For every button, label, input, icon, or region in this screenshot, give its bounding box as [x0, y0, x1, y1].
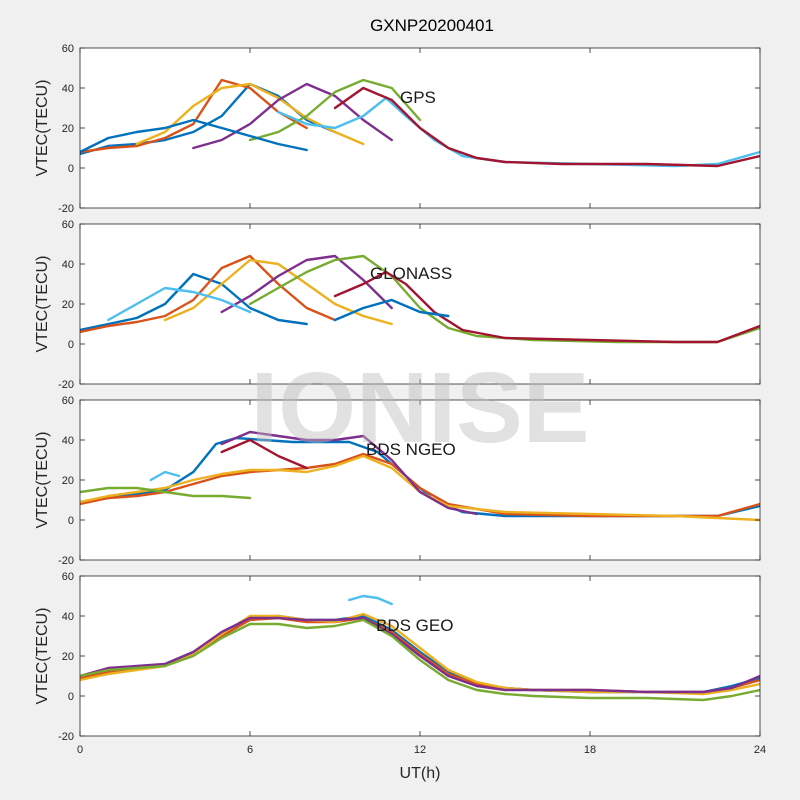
series-line: [220, 254, 393, 314]
y-tick-label: 0: [68, 515, 74, 527]
y-axis-label: VTEC(TECU): [34, 432, 51, 529]
panel-glonass: 60 40 20 0 -20 VTEC(TECU) GLONASS: [34, 219, 761, 391]
panel-label: GPS: [400, 88, 436, 107]
series-line: [107, 286, 252, 322]
series-line: [80, 454, 760, 522]
series-line: [333, 86, 760, 168]
panel-bds-ngeo: 60 40 20 0 -20 VTEC(TECU) BDS NGEO: [34, 395, 761, 567]
y-tick-label: 0: [68, 339, 74, 351]
series-group: [80, 254, 760, 344]
y-tick-label: -20: [58, 555, 74, 567]
series-line: [80, 118, 308, 154]
y-tick-label: 60: [62, 395, 74, 407]
series-line: [333, 298, 450, 322]
x-tick-label: 0: [77, 744, 83, 756]
y-tick-label: 40: [62, 435, 74, 447]
y-tick-label: 60: [62, 219, 74, 231]
y-tick-label: -20: [58, 203, 74, 215]
series-group: [80, 430, 760, 522]
y-tick-label: 40: [62, 611, 74, 623]
x-tick-label: 24: [754, 744, 766, 756]
series-line: [192, 82, 393, 150]
y-tick-label: 20: [62, 651, 74, 663]
series-line: [80, 618, 760, 702]
series-line: [80, 486, 252, 500]
series-line: [348, 594, 393, 606]
y-tick-label: 40: [62, 83, 74, 95]
series-line: [248, 78, 422, 142]
y-tick-label: 20: [62, 123, 74, 135]
y-tick-label: 40: [62, 259, 74, 271]
series-line: [80, 616, 760, 694]
series-line: [220, 430, 478, 516]
series-line: [277, 96, 760, 168]
x-tick-label: 6: [247, 744, 253, 756]
y-tick-label: -20: [58, 379, 74, 391]
series-group: [80, 594, 760, 702]
y-axis-label: VTEC(TECU): [34, 608, 51, 705]
series-group: [80, 78, 760, 168]
y-axis-label: VTEC(TECU): [34, 256, 51, 353]
y-tick-label: 0: [68, 163, 74, 175]
series-line: [149, 470, 181, 482]
y-tick-label: 20: [62, 475, 74, 487]
x-tick-label: 18: [584, 744, 596, 756]
series-line: [248, 254, 760, 344]
y-tick-label: 60: [62, 571, 74, 583]
x-tick-label: 12: [414, 744, 426, 756]
series-line: [80, 78, 308, 154]
panel-label: BDS NGEO: [366, 440, 456, 459]
series-line: [220, 438, 308, 470]
panel-label: GLONASS: [370, 264, 452, 283]
series-line: [333, 270, 760, 344]
figure-title: GXNP20200401: [370, 16, 494, 35]
y-tick-label: 60: [62, 43, 74, 55]
y-axis-label: VTEC(TECU): [34, 80, 51, 177]
y-tick-label: 20: [62, 299, 74, 311]
y-tick-label: 0: [68, 691, 74, 703]
x-axis-label: UT(h): [400, 765, 441, 782]
watermark: IONISE: [251, 352, 590, 464]
series-line: [80, 272, 308, 332]
panel-label: BDS GEO: [376, 616, 453, 635]
plot-area: [80, 224, 760, 384]
series-line: [80, 254, 337, 334]
panel-gps: 60 40 20 0 -20 VTEC(TECU) GPS: [34, 43, 761, 215]
y-tick-label: -20: [58, 731, 74, 743]
